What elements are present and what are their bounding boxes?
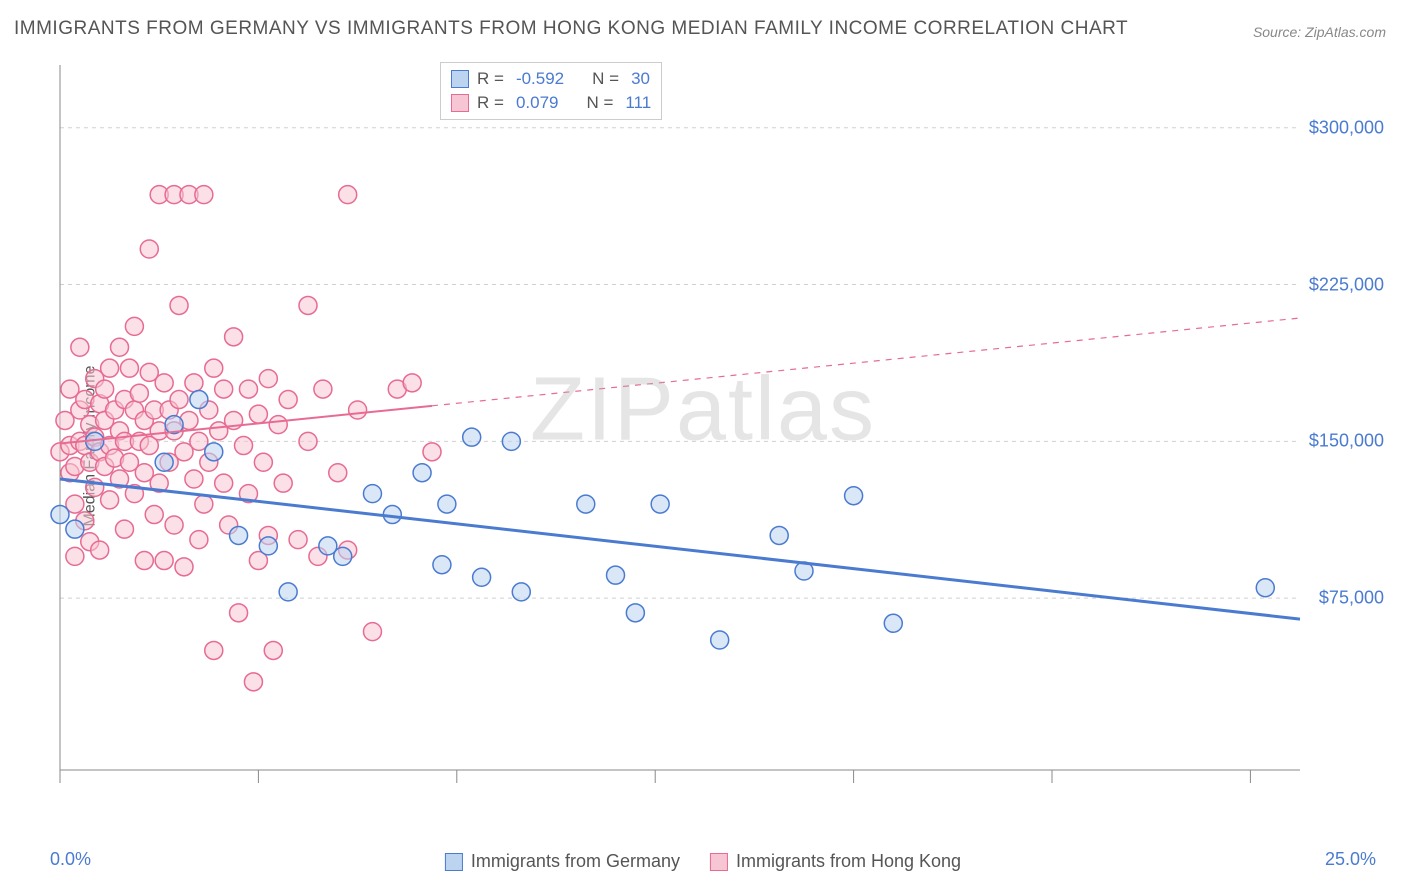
- source-attribution: Source: ZipAtlas.com: [1253, 24, 1386, 40]
- r-value-germany: -0.592: [516, 69, 564, 89]
- legend-label-hongkong: Immigrants from Hong Kong: [736, 851, 961, 872]
- r-label: R =: [477, 93, 504, 113]
- r-value-hongkong: 0.079: [516, 93, 559, 113]
- swatch-germany: [451, 70, 469, 88]
- series-legend: Immigrants from Germany Immigrants from …: [445, 851, 961, 872]
- legend-item-hongkong: Immigrants from Hong Kong: [710, 851, 961, 872]
- n-value-hongkong: 111: [625, 93, 651, 113]
- chart-title: IMMIGRANTS FROM GERMANY VS IMMIGRANTS FR…: [14, 18, 1128, 40]
- y-tick-label: $150,000: [1309, 431, 1384, 452]
- swatch-hongkong-icon: [710, 853, 728, 871]
- legend-item-germany: Immigrants from Germany: [445, 851, 680, 872]
- legend-label-germany: Immigrants from Germany: [471, 851, 680, 872]
- y-tick-label: $300,000: [1309, 117, 1384, 138]
- scatter-plot: [50, 60, 1390, 810]
- swatch-hongkong: [451, 94, 469, 112]
- r-label: R =: [477, 69, 504, 89]
- legend-row-germany: R = -0.592 N = 30: [451, 67, 651, 91]
- legend-row-hongkong: R = 0.079 N = 111: [451, 91, 651, 115]
- swatch-germany-icon: [445, 853, 463, 871]
- correlation-legend: R = -0.592 N = 30 R = 0.079 N = 111: [440, 62, 662, 120]
- chart-container: IMMIGRANTS FROM GERMANY VS IMMIGRANTS FR…: [0, 0, 1406, 892]
- x-axis-max-label: 25.0%: [1325, 849, 1376, 870]
- y-tick-label: $225,000: [1309, 274, 1384, 295]
- n-label: N =: [586, 93, 613, 113]
- n-value-germany: 30: [631, 69, 650, 89]
- n-label: N =: [592, 69, 619, 89]
- x-axis-min-label: 0.0%: [50, 849, 91, 870]
- y-tick-label: $75,000: [1319, 588, 1384, 609]
